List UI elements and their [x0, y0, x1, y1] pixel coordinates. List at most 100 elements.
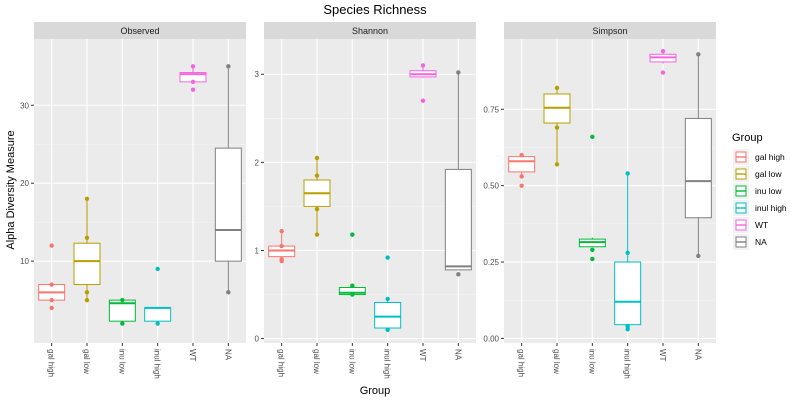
legend-label: inul high: [755, 203, 787, 213]
boxplot-inu-low: [338, 232, 366, 297]
x-tick-label: gal high: [517, 349, 526, 377]
box: [374, 301, 402, 329]
data-point: [84, 235, 90, 240]
data-point: [456, 272, 461, 277]
facet-strip: [264, 22, 476, 39]
x-tick-label: inul high: [383, 349, 392, 379]
y-axis-title: Alpha Diversity Measure: [5, 130, 17, 249]
data-point: [49, 305, 54, 311]
data-point: [519, 183, 524, 188]
data-point: [554, 85, 560, 91]
legend-item-gal-high: gal high: [733, 149, 785, 165]
data-point: [314, 232, 320, 237]
boxplot-gal-low: [73, 196, 101, 303]
data-point: [625, 250, 630, 256]
data-point: [660, 70, 666, 75]
boxplot-gal-high: [508, 152, 536, 188]
boxplot-inul-high: [144, 266, 172, 326]
x-tick-label: inu low: [347, 349, 356, 374]
data-point: [226, 64, 231, 69]
data-point: [190, 79, 196, 85]
boxplot-inu-low: [108, 297, 136, 326]
data-point: [190, 64, 196, 69]
box: [614, 261, 642, 326]
panel-background: [264, 39, 476, 343]
data-point: [49, 282, 54, 287]
data-point: [350, 283, 355, 288]
legend-item-na: NA: [733, 234, 767, 250]
boxplot-inul-high: [614, 171, 642, 332]
y-tick-label: 0.50: [483, 182, 499, 191]
x-tick-label: WT: [418, 349, 427, 362]
x-tick-label: inu low: [587, 349, 596, 374]
data-point: [625, 323, 630, 329]
data-point: [84, 196, 90, 201]
x-tick-label: WT: [188, 349, 197, 362]
data-point: [350, 232, 355, 237]
legend-title: Group: [732, 132, 763, 144]
box: [144, 307, 172, 322]
x-tick-label: gal high: [277, 349, 286, 377]
legend-label: WT: [755, 220, 768, 230]
data-point: [350, 292, 355, 297]
legend: Group gal high gal low inu low inul high WT N…: [732, 132, 787, 250]
data-point: [190, 87, 196, 92]
data-point: [314, 206, 320, 212]
y-tick-label: 2: [255, 158, 260, 167]
x-tick-label: gal low: [82, 349, 91, 374]
box: [214, 147, 242, 262]
data-point: [420, 98, 426, 103]
data-point: [120, 321, 125, 326]
chart-title: Species Richness: [323, 2, 427, 17]
panel-simpson: Simpson 0.00 0.25 0.50 0.75 gal high gal low in…: [483, 22, 716, 379]
x-tick-label: inul high: [623, 349, 632, 379]
y-tick-label: 1: [255, 246, 260, 255]
facet-strip: [504, 22, 716, 39]
y-tick-label: 0.00: [483, 334, 499, 343]
facet-strip: [34, 22, 246, 39]
data-point: [625, 171, 630, 176]
data-point: [226, 290, 231, 295]
x-tick-label: gal low: [552, 349, 561, 374]
data-point: [590, 134, 595, 139]
data-point: [49, 297, 54, 303]
boxplot-gal-high: [268, 228, 296, 264]
y-tick-label: 3: [255, 70, 260, 79]
legend-item-inu-low: inu low: [733, 183, 782, 199]
data-point: [385, 327, 390, 332]
data-point: [519, 152, 524, 158]
data-point: [279, 243, 284, 249]
box: [73, 242, 101, 286]
boxplot-inu-low: [578, 134, 606, 262]
box: [684, 117, 712, 219]
y-tick-label: 0.25: [483, 258, 499, 267]
x-tick-label: NA: [223, 349, 232, 361]
data-point: [554, 162, 560, 167]
x-tick-label: WT: [658, 349, 667, 362]
y-tick-label: 10: [20, 257, 29, 266]
y-tick-label: 0.75: [483, 105, 499, 114]
facet-strip-label: Observed: [120, 26, 159, 36]
box: [444, 168, 472, 271]
data-point: [420, 63, 426, 68]
box: [508, 156, 536, 173]
data-point: [696, 253, 701, 259]
panel-background: [34, 39, 246, 343]
data-point: [554, 125, 560, 130]
x-axis-title: Group: [360, 385, 391, 397]
data-point: [49, 243, 54, 248]
x-tick-label: NA: [453, 349, 462, 361]
legend-label: NA: [755, 237, 767, 247]
data-point: [590, 247, 595, 253]
legend-item-inul-high: inul high: [733, 200, 787, 216]
facet-strip-label: Shannon: [352, 26, 388, 36]
data-point: [155, 266, 160, 272]
facet-strip-label: Simpson: [592, 26, 627, 36]
x-tick-label: NA: [693, 349, 702, 361]
data-point: [625, 327, 630, 332]
data-point: [84, 290, 90, 295]
boxplot-wt: [179, 64, 207, 92]
data-point: [279, 257, 284, 262]
boxplot-gal-low: [543, 85, 571, 167]
